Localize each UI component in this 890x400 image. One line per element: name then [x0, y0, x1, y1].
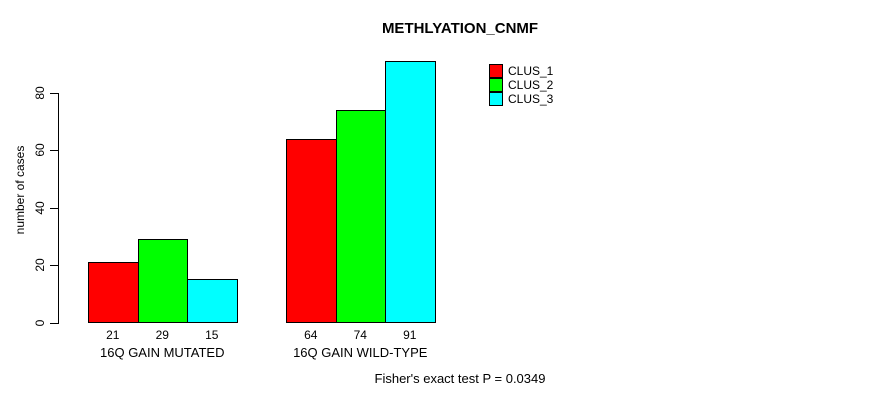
- y-tick-mark: [50, 265, 58, 266]
- y-tick-mark: [50, 150, 58, 151]
- bar-clus_1-group1: [88, 262, 139, 323]
- y-axis-title: number of cases: [13, 145, 27, 235]
- y-tick-mark: [50, 322, 58, 324]
- bar-value-label: 15: [205, 327, 219, 342]
- y-tick-mark: [50, 92, 58, 94]
- bar-value-label: 29: [155, 327, 169, 342]
- y-tick-label: 40: [33, 200, 47, 215]
- bar-clus_2-group2: [335, 109, 386, 323]
- legend-label: CLUS_3: [508, 91, 554, 106]
- bar-clus_2-group1: [137, 239, 188, 323]
- bar-value-label: 91: [403, 327, 417, 342]
- legend-label: CLUS_1: [508, 63, 554, 78]
- bar-value-label: 74: [353, 327, 367, 342]
- legend-label: CLUS_2: [508, 77, 554, 92]
- chart-title: METHLYATION_CNMF: [381, 20, 539, 37]
- legend-row: CLUS_1: [489, 63, 554, 78]
- legend-row: CLUS_3: [489, 91, 554, 106]
- legend-swatch-clus_2: [489, 77, 503, 92]
- y-tick-label: 60: [33, 143, 47, 157]
- y-tick-mark: [50, 207, 58, 209]
- x-category-label: 16Q GAIN WILD-TYPE: [293, 344, 428, 360]
- bar-value-label: 21: [106, 327, 120, 342]
- bar-clus_1-group2: [286, 138, 337, 323]
- legend-swatch-clus_1: [489, 63, 503, 78]
- y-tick-label: 0: [33, 319, 47, 326]
- y-axis-line: [58, 92, 59, 324]
- y-tick-label: 20: [33, 258, 47, 272]
- legend: CLUS_1 CLUS_2 CLUS_3: [489, 63, 554, 106]
- bar-clus_3-group1: [187, 279, 238, 323]
- bar-value-label: 64: [304, 327, 318, 342]
- footer-stat-text: Fisher's exact test P = 0.0349: [374, 371, 546, 386]
- legend-row: CLUS_2: [489, 77, 554, 92]
- x-category-label: 16Q GAIN MUTATED: [100, 344, 225, 360]
- legend-swatch-clus_3: [489, 91, 503, 106]
- y-tick-label: 80: [33, 85, 47, 100]
- bar-clus_3-group2: [385, 60, 436, 323]
